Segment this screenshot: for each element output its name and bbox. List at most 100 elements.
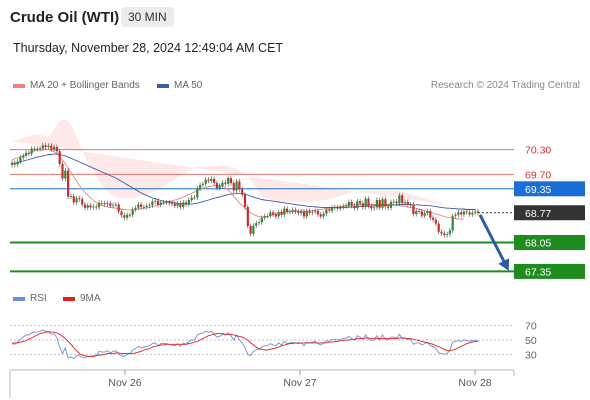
timestamp: Thursday, November 28, 2024 12:49:04 AM … — [13, 41, 284, 55]
candle — [218, 185, 221, 188]
candle — [305, 211, 308, 217]
level-box-68.05 — [514, 235, 585, 250]
candle — [241, 189, 244, 195]
candle — [123, 215, 126, 218]
candle — [61, 164, 64, 179]
candle — [378, 200, 381, 208]
legend-ma50: MA 50 — [157, 80, 202, 91]
instrument-title: Crude Oil (WTI) — [10, 9, 120, 26]
candle — [170, 203, 174, 205]
candle — [451, 216, 454, 231]
candle — [328, 209, 331, 211]
legend-ma20: MA 20 + Bollinger Bands — [13, 80, 140, 91]
candle — [41, 145, 44, 149]
candle — [260, 217, 263, 223]
candle — [78, 198, 81, 200]
candle — [75, 198, 78, 203]
forecast-arrow-head — [498, 258, 510, 271]
candle — [199, 185, 202, 189]
candle — [89, 205, 92, 208]
candle — [16, 161, 19, 165]
candle — [246, 207, 249, 226]
candle — [148, 205, 151, 207]
candle — [221, 182, 224, 186]
candle — [193, 197, 196, 199]
bollinger-band — [12, 119, 470, 209]
candle — [257, 222, 261, 224]
candle — [27, 152, 30, 154]
level-box-68.77 — [514, 205, 585, 221]
candle — [395, 201, 398, 204]
candle — [47, 145, 50, 147]
level-box-69.35 — [514, 181, 585, 197]
candle — [398, 195, 401, 204]
candle — [300, 211, 303, 214]
candle — [173, 203, 176, 206]
candle — [294, 209, 297, 212]
level-label-69.35: 69.35 — [525, 184, 551, 196]
candle — [128, 214, 131, 216]
rsi-panel: 70 50 30 — [10, 321, 537, 361]
candle — [429, 211, 432, 218]
candle — [204, 179, 207, 184]
price-panel: 70.30 69.70 69.35 68.77 68.05 67.35 — [10, 119, 585, 279]
candle — [159, 202, 162, 205]
candle — [184, 202, 188, 205]
candle — [176, 203, 179, 206]
candle — [432, 217, 435, 220]
candle — [168, 202, 171, 204]
candle — [415, 211, 418, 214]
candle — [263, 216, 266, 218]
candle — [457, 212, 460, 215]
candle — [252, 225, 255, 234]
candle — [33, 148, 36, 150]
candle — [426, 211, 429, 214]
candle — [53, 147, 56, 150]
candle — [325, 209, 328, 214]
copyright-notice: Research © 2024 Trading Central — [430, 80, 580, 91]
candle — [434, 219, 437, 224]
candle — [69, 196, 73, 197]
candle — [126, 214, 129, 218]
candle — [471, 212, 474, 215]
candle — [406, 202, 409, 205]
candle — [322, 213, 325, 217]
candle — [280, 211, 283, 215]
candle — [97, 202, 101, 208]
candle — [353, 205, 356, 209]
candle — [392, 201, 395, 203]
candle — [297, 211, 300, 214]
x-tick-label: Nov 27 — [283, 377, 316, 389]
candle — [140, 204, 143, 207]
ma50-line — [12, 153, 476, 210]
candle — [235, 181, 238, 191]
candle — [114, 204, 117, 206]
candle — [243, 194, 247, 207]
candle — [333, 207, 336, 209]
rsi-line — [11, 329, 479, 360]
candle — [277, 211, 280, 217]
candle — [213, 178, 216, 183]
candle — [134, 207, 137, 210]
candle — [345, 205, 348, 207]
candle — [443, 233, 446, 236]
candle — [370, 206, 373, 209]
candle — [364, 198, 367, 207]
candle — [291, 209, 294, 212]
candle — [232, 183, 235, 191]
candle — [387, 206, 390, 208]
forecast-arrow-shaft — [478, 214, 508, 267]
candle — [286, 208, 289, 212]
candle — [454, 214, 457, 216]
candle — [314, 211, 317, 212]
candle — [229, 178, 233, 184]
candle — [109, 203, 112, 206]
candle — [367, 198, 370, 207]
candle — [336, 207, 339, 209]
ma20-line — [11, 148, 464, 220]
candle — [375, 200, 378, 208]
timeframe-badge[interactable]: 30 MIN — [121, 7, 174, 27]
legend-rsi: RSI — [13, 293, 47, 304]
candle — [24, 152, 28, 156]
